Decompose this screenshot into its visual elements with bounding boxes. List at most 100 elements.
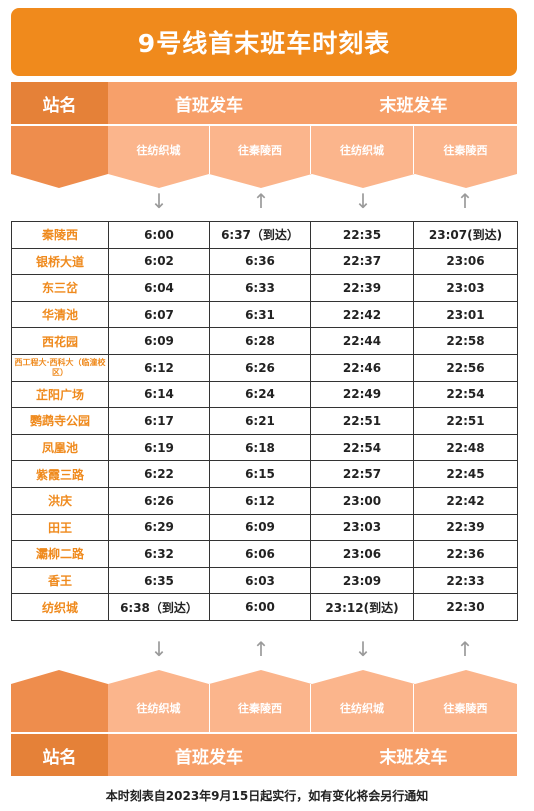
last-to-fangzhicheng-cell: 23:00 [310, 486, 414, 515]
first-to-fangzhicheng-cell: 6:12 [108, 353, 210, 382]
station-cell: 西花园 [11, 327, 109, 355]
first-to-fangzhicheng-cell: 6:02 [108, 247, 210, 276]
first-to-fangzhicheng-cell: 6:17 [108, 407, 210, 435]
table-row: 秦陵西 6:00 6:37（到达） 22:35 23:07(到达) [11, 221, 518, 249]
station-cell: 纺织城 [11, 593, 109, 621]
first-to-qinlingxi-cell: 6:26 [209, 353, 311, 382]
first-to-qinlingxi-cell: 6:18 [209, 433, 311, 462]
first-to-qinlingxi-cell: 6:24 [209, 380, 311, 409]
arrow-down-icon: ↓ [150, 637, 168, 661]
last-to-qinlingxi-cell: 22:56 [413, 353, 518, 382]
table-row: 田王 6:29 6:09 23:03 22:39 [11, 513, 518, 542]
table-row: 纺织城 6:38（到达） 6:00 23:12(到达) 22:30 [11, 593, 518, 621]
last-to-fangzhicheng-cell: 23:09 [310, 566, 414, 595]
bottom-dir-last-to-fangzhicheng: 往纺织城 [310, 684, 413, 732]
bottom-station-header: 站名 [42, 747, 77, 768]
station-cell: 华清池 [11, 300, 109, 329]
last-to-qinlingxi-cell: 23:06 [413, 247, 518, 276]
table-row: 西工程大·西科大（临潼校区） 6:12 6:26 22:46 22:56 [11, 353, 518, 382]
first-to-fangzhicheng-cell: 6:35 [108, 566, 210, 595]
station-cell: 田王 [11, 513, 109, 542]
table-row: 鹦鹉寺公园 6:17 6:21 22:51 22:51 [11, 407, 518, 435]
arrow-up-icon: ↑ [252, 189, 270, 213]
first-to-fangzhicheng-cell: 6:14 [108, 380, 210, 409]
top-header: 站名 首班发车 末班发车 往纺织城 往秦陵西 往纺织城 往秦陵西 [11, 82, 517, 190]
last-train-header: 末班发车 [379, 95, 448, 116]
last-to-fangzhicheng-cell: 22:35 [310, 221, 414, 249]
arrow-down-icon: ↓ [150, 189, 168, 213]
last-to-fangzhicheng-cell: 22:54 [310, 433, 414, 462]
last-to-qinlingxi-cell: 22:45 [413, 460, 518, 488]
table-row: 华清池 6:07 6:31 22:42 23:01 [11, 300, 518, 329]
last-to-fangzhicheng-cell: 22:44 [310, 327, 414, 355]
last-to-fangzhicheng-cell: 22:57 [310, 460, 414, 488]
footer-note: 本时刻表自2023年9月15日起实行，如有变化将会另行通知 [105, 789, 429, 803]
last-to-qinlingxi-cell: 23:03 [413, 274, 518, 302]
first-to-qinlingxi-cell: 6:03 [209, 566, 311, 595]
station-cell: 东三岔 [11, 274, 109, 302]
bottom-last-train-header: 末班发车 [379, 747, 448, 768]
first-to-qinlingxi-cell: 6:33 [209, 274, 311, 302]
first-to-fangzhicheng-cell: 6:19 [108, 433, 210, 462]
first-to-fangzhicheng-cell: 6:22 [108, 460, 210, 488]
last-to-qinlingxi-cell: 22:42 [413, 486, 518, 515]
first-to-fangzhicheng-cell: 6:07 [108, 300, 210, 329]
table-row: 灞柳二路 6:32 6:06 23:06 22:36 [11, 540, 518, 568]
station-header: 站名 [42, 95, 77, 116]
first-to-fangzhicheng-cell: 6:29 [108, 513, 210, 542]
station-cell: 紫霞三路 [11, 460, 109, 488]
bottom-header-background [11, 670, 517, 776]
first-to-qinlingxi-cell: 6:36 [209, 247, 311, 276]
bottom-first-train-header: 首班发车 [175, 747, 243, 768]
first-to-qinlingxi-cell: 6:31 [209, 300, 311, 329]
bottom-header: 往纺织城 往秦陵西 往纺织城 往秦陵西 站名 首班发车 末班发车 [11, 668, 517, 776]
last-to-fangzhicheng-cell: 22:46 [310, 353, 414, 382]
first-to-qinlingxi-cell: 6:21 [209, 407, 311, 435]
last-to-qinlingxi-cell: 22:54 [413, 380, 518, 409]
dir-first-to-qinlingxi: 往秦陵西 [209, 126, 310, 174]
last-to-fangzhicheng-cell: 22:42 [310, 300, 414, 329]
arrow-down-icon: ↓ [354, 637, 372, 661]
station-cell: 秦陵西 [11, 221, 109, 249]
last-to-qinlingxi-cell: 22:39 [413, 513, 518, 542]
last-to-fangzhicheng-cell: 23:12(到达) [310, 593, 414, 621]
last-to-fangzhicheng-cell: 22:39 [310, 274, 414, 302]
first-to-qinlingxi-cell: 6:12 [209, 486, 311, 515]
bottom-dir-first-to-fangzhicheng: 往纺织城 [136, 702, 181, 715]
table-row: 紫霞三路 6:22 6:15 22:57 22:45 [11, 460, 518, 488]
station-cell: 芷阳广场 [11, 380, 109, 409]
page-title: 9号线首末班车时刻表 [11, 8, 517, 76]
station-cell: 洪庆 [11, 486, 109, 515]
first-to-fangzhicheng-cell: 6:26 [108, 486, 210, 515]
dir-first-to-fangzhicheng: 往纺织城 [136, 144, 181, 157]
station-cell: 鹦鹉寺公园 [11, 407, 109, 435]
last-to-fangzhicheng-cell: 22:49 [310, 380, 414, 409]
top-arrows: ↓ ↑ ↓ ↑ [108, 189, 517, 213]
top-header-background [11, 82, 517, 188]
arrow-up-icon: ↑ [456, 189, 474, 213]
bottom-dir-last-to-qinlingxi: 往秦陵西 [413, 684, 517, 732]
first-to-qinlingxi-cell: 6:00 [209, 593, 311, 621]
dir-last-to-qinlingxi: 往秦陵西 [413, 126, 517, 174]
arrow-down-icon: ↓ [354, 189, 372, 213]
last-to-qinlingxi-cell: 23:07(到达) [413, 221, 518, 249]
first-to-qinlingxi-cell: 6:09 [209, 513, 311, 542]
last-to-qinlingxi-cell: 23:01 [413, 300, 518, 329]
last-to-fangzhicheng-cell: 22:51 [310, 407, 414, 435]
first-to-qinlingxi-cell: 6:28 [209, 327, 311, 355]
last-to-fangzhicheng-cell: 22:37 [310, 247, 414, 276]
bottom-arrows: ↓ ↑ ↓ ↑ [108, 637, 517, 661]
first-to-fangzhicheng-cell: 6:04 [108, 274, 210, 302]
first-train-header: 首班发车 [175, 95, 243, 116]
last-to-qinlingxi-cell: 22:36 [413, 540, 518, 568]
station-cell: 灞柳二路 [11, 540, 109, 568]
last-to-qinlingxi-cell: 22:58 [413, 327, 518, 355]
bottom-dir-first-to-qinlingxi: 往秦陵西 [209, 684, 310, 732]
arrow-up-icon: ↑ [252, 637, 270, 661]
table-row: 芷阳广场 6:14 6:24 22:49 22:54 [11, 380, 518, 409]
first-to-qinlingxi-cell: 6:06 [209, 540, 311, 568]
first-to-fangzhicheng-cell: 6:09 [108, 327, 210, 355]
table-row: 银桥大道 6:02 6:36 22:37 23:06 [11, 247, 518, 276]
first-to-fangzhicheng-cell: 6:00 [108, 221, 210, 249]
arrow-up-icon: ↑ [456, 637, 474, 661]
